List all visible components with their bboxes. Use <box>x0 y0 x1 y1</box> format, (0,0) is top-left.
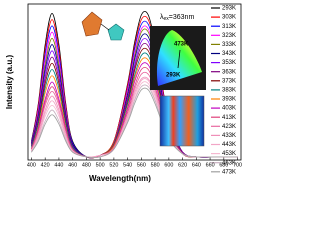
x-tick-label: 700 <box>233 162 242 168</box>
legend-label: 333K <box>222 42 236 48</box>
chart: 473K 293K λex=363nm Wavelength(nm) Inten… <box>5 3 242 183</box>
legend-label: 423K <box>222 124 236 130</box>
x-tick-label: 540 <box>123 162 132 168</box>
crystal-cyan <box>107 23 125 41</box>
legend-label: 303K <box>222 15 236 21</box>
excitation-label: λex=363nm <box>160 14 194 22</box>
legend-label: 353K <box>222 60 236 66</box>
x-tick-label: 660 <box>206 162 215 168</box>
excitation-symbol: λ <box>160 14 164 21</box>
crystal-orange <box>81 11 103 37</box>
excitation-value: =363nm <box>169 14 195 21</box>
legend-label: 373K <box>222 78 236 84</box>
legend-label: 293K <box>222 6 236 12</box>
x-tick-label: 640 <box>192 162 201 168</box>
heatmap <box>159 95 205 147</box>
excitation-subscript: ex <box>164 16 170 22</box>
legend-label: 413K <box>222 115 236 121</box>
legend-label: 343K <box>222 51 236 57</box>
x-tick-label: 600 <box>164 162 173 168</box>
crystal-icons <box>81 11 125 41</box>
legend-label: 403K <box>222 106 236 112</box>
x-tick-label: 400 <box>27 162 36 168</box>
spectrum-line <box>31 42 238 159</box>
x-tick-label: 480 <box>82 162 91 168</box>
cie-label: 473K <box>174 42 189 48</box>
arrow <box>100 23 110 31</box>
legend-label: 313K <box>222 24 236 30</box>
spectrum-line <box>31 87 238 159</box>
legend-label: 473K <box>222 169 236 175</box>
legend-label: 463K <box>222 160 236 166</box>
x-tick-label: 620 <box>178 162 187 168</box>
legend: 293K 303K 313K 323K 333K 343K 353K 363K 373K 383K… <box>211 6 236 175</box>
x-tick-label: 580 <box>151 162 160 168</box>
legend-label: 453K <box>222 151 236 157</box>
x-tick-label: 560 <box>137 162 146 168</box>
legend-label: 393K <box>222 97 236 103</box>
plot-frame <box>27 3 242 161</box>
heatmap-inset <box>159 95 205 147</box>
legend-label: 443K <box>222 142 236 148</box>
legend-label: 323K <box>222 33 236 39</box>
x-tick-label: 420 <box>41 162 50 168</box>
cie-inset: 473K 293K <box>150 26 206 90</box>
x-tick-label: 460 <box>68 162 77 168</box>
x-tick-label: 500 <box>96 162 105 168</box>
x-tick-label: 440 <box>54 162 63 168</box>
x-axis-label: Wavelength(nm) <box>89 174 151 183</box>
legend-label: 433K <box>222 133 236 139</box>
cie-label: 293K <box>166 73 181 79</box>
legend-label: 363K <box>222 69 236 75</box>
spectrum-line <box>31 84 238 159</box>
x-tick-label: 680 <box>219 162 228 168</box>
legend-label: 383K <box>222 87 236 93</box>
y-axis-label: Intensity (a.u.) <box>5 55 14 110</box>
curves <box>31 11 238 159</box>
x-tick-label: 520 <box>109 162 118 168</box>
cie-arrow <box>177 49 181 69</box>
